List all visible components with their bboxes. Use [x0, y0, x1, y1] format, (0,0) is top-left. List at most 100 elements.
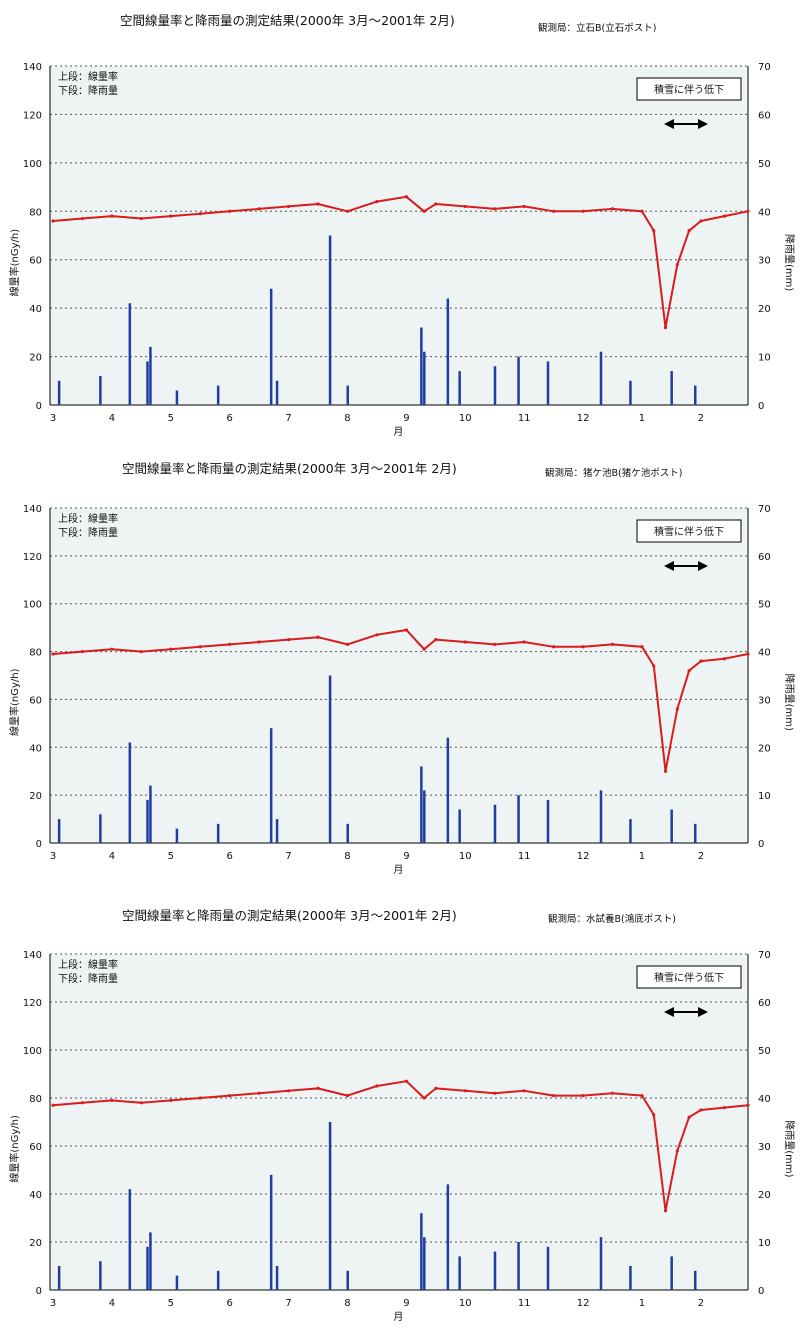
- x-axis-label: 月: [393, 1311, 403, 1323]
- dose-rate-point: [581, 1094, 585, 1098]
- dose-rate-point: [552, 645, 556, 649]
- dose-rate-point: [463, 1089, 467, 1093]
- rain-bar: [99, 1261, 102, 1290]
- rain-bar: [128, 1189, 132, 1290]
- x-tick: 1: [639, 413, 645, 424]
- rain-bar: [149, 1232, 152, 1290]
- y-tick-left: 60: [29, 1142, 42, 1153]
- y-tick-left: 0: [36, 839, 42, 850]
- x-tick: 6: [227, 413, 233, 424]
- rain-bar: [546, 799, 550, 843]
- x-tick: 5: [168, 413, 174, 424]
- rain-bar: [517, 795, 520, 843]
- dose-rate-point: [663, 769, 668, 773]
- dose-rate-point: [652, 229, 656, 233]
- dose-rate-point: [663, 1209, 668, 1213]
- dose-rate-point: [228, 1094, 232, 1098]
- x-tick: 4: [109, 413, 115, 424]
- annotation-arrow-left: [664, 119, 674, 129]
- annotation-arrow-right: [698, 119, 708, 129]
- rain-bar: [423, 351, 426, 405]
- dose-rate-point: [51, 652, 55, 656]
- x-tick: 7: [285, 1298, 291, 1309]
- x-tick: 7: [285, 851, 291, 862]
- y-tick-right: 10: [758, 1238, 771, 1249]
- dose-rate-point: [404, 195, 408, 199]
- rain-bar: [99, 375, 102, 405]
- x-tick: 2: [698, 413, 704, 424]
- legend-rain: 下段：降雨量: [58, 972, 118, 985]
- x-tick: 2: [698, 1298, 704, 1309]
- x-tick: 10: [459, 1298, 472, 1309]
- annotation-arrow-left: [664, 1007, 674, 1017]
- rain-bar: [57, 1266, 61, 1290]
- dose-rate-point: [722, 1106, 727, 1110]
- y-tick-left: 40: [29, 1190, 42, 1201]
- chart-panel-1: 空間線量率と降雨量の測定結果(2000年 3月～2001年 2月) 観測局：立石…: [0, 0, 800, 440]
- dose-rate-point: [610, 207, 615, 211]
- dose-rate-point: [675, 707, 679, 711]
- dose-rate-point: [493, 1091, 497, 1095]
- x-tick: 2: [698, 851, 704, 862]
- dose-rate-point: [316, 202, 320, 206]
- rain-bar: [423, 1237, 426, 1290]
- dose-rate-point: [522, 1089, 526, 1093]
- y-tick-left: 120: [23, 998, 42, 1009]
- y-tick-left: 120: [23, 552, 42, 563]
- rain-bar: [275, 380, 279, 405]
- dose-rate-point: [463, 640, 467, 644]
- y-tick-right: 40: [758, 648, 771, 659]
- x-tick: 12: [577, 413, 590, 424]
- rain-bar: [275, 1266, 279, 1290]
- rain-bar: [346, 1270, 349, 1290]
- rain-bar: [546, 361, 550, 405]
- rain-bar: [546, 1246, 550, 1290]
- dose-rate-point: [699, 659, 703, 663]
- dose-rate-point: [687, 229, 691, 233]
- rain-bar: [328, 675, 332, 843]
- dose-rate-point: [139, 216, 143, 221]
- station-label: 観測局：水試養B(鴻底ポスト): [548, 914, 676, 925]
- dose-rate-point: [404, 628, 408, 632]
- x-tick: 8: [344, 1298, 350, 1309]
- rain-bar: [216, 823, 220, 843]
- rain-bar: [420, 327, 423, 405]
- dose-rate-point: [228, 209, 232, 213]
- plot-area: [50, 954, 748, 1290]
- rain-bar: [517, 1242, 520, 1290]
- annotation-box: [636, 965, 742, 989]
- plot-area: [50, 66, 748, 405]
- x-tick: 5: [168, 851, 174, 862]
- dose-rate-point: [316, 1086, 320, 1090]
- dose-rate-point: [463, 204, 467, 209]
- dose-rate-point: [422, 209, 426, 213]
- annotation-text: 積雪に伴う低下: [654, 971, 724, 984]
- rain-bar: [446, 737, 450, 843]
- dose-rate-point: [139, 649, 143, 654]
- x-tick: 4: [109, 851, 115, 862]
- annotation-arrow-left: [664, 561, 674, 571]
- rain-bar: [629, 819, 632, 843]
- rain-bar: [99, 814, 102, 843]
- dose-rate-point: [286, 1089, 291, 1093]
- dose-rate-point: [198, 212, 202, 216]
- legend-dose: 上段：線量率: [58, 958, 118, 971]
- rain-bar: [146, 1246, 149, 1290]
- rain-bar: [420, 766, 423, 843]
- y-tick-right: 40: [758, 207, 771, 218]
- dose-rate-point: [640, 645, 644, 649]
- rain-bar: [346, 823, 349, 843]
- dose-rate-point: [110, 1098, 114, 1102]
- dose-rate-point: [169, 647, 173, 651]
- dose-rate-point: [652, 664, 656, 668]
- dose-rate-point: [110, 214, 114, 218]
- chart-title: 空間線量率と降雨量の測定結果(2000年 3月～2001年 2月): [120, 13, 455, 28]
- y-tick-right: 0: [758, 401, 764, 412]
- y-tick-right: 20: [758, 743, 771, 754]
- rain-bar: [57, 819, 61, 843]
- dose-rate-point: [316, 635, 320, 639]
- dose-rate-point: [640, 1094, 644, 1098]
- dose-rate-point: [663, 325, 668, 330]
- dose-rate-point: [522, 640, 526, 644]
- chart-svg-2: 0 20 40 60 80 100 120 140 0 10 20 30 40 50 60 70 3 4 5 6 7 8 9…: [8, 504, 796, 876]
